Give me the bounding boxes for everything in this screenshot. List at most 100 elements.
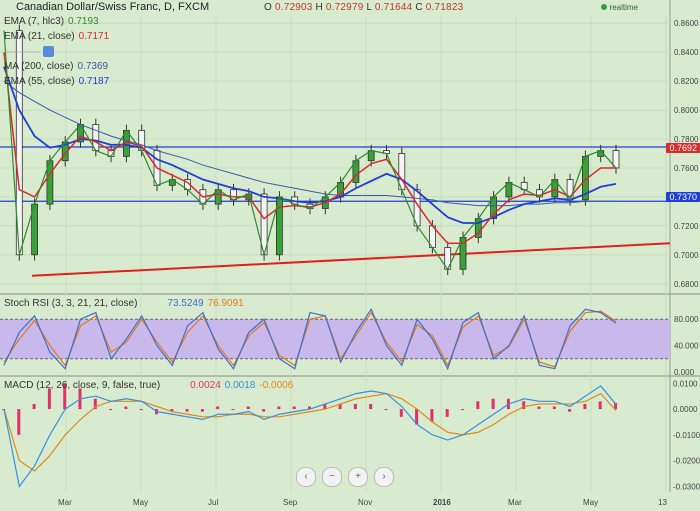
macd-line [3, 385, 617, 488]
x-tick-label: 2016 [433, 498, 451, 507]
macd-label: MACD (12, 26, close, 9, false, true) [4, 380, 161, 391]
x-tick-label: Sep [283, 498, 298, 507]
macd-hist-bar [292, 406, 296, 410]
macd-hist-bar [552, 406, 556, 410]
zoom-out-button[interactable]: − [322, 467, 342, 487]
y-tick-label: 0.8200 [674, 77, 699, 86]
macd-hist-bar [399, 409, 403, 417]
realtime-badge: realtime [600, 3, 638, 12]
last-price-tag: 0.7692 [666, 143, 700, 153]
visibility-toggle-icon[interactable] [43, 46, 55, 57]
macd-hist-bar [308, 406, 311, 410]
legend-ma200-name: MA (200, close) [4, 61, 74, 72]
macd-hist-bar [246, 406, 250, 410]
x-tick-label: 13 [658, 498, 667, 507]
trend-line [31, 242, 671, 277]
open-value: 0.72903 [274, 2, 313, 13]
low-label: L [366, 2, 372, 13]
macd-hist-bar [583, 403, 587, 410]
macd-tick-label: -0.0300 [673, 482, 700, 491]
x-tick-label: May [583, 498, 598, 507]
stoch-rsi-pane[interactable] [0, 308, 670, 371]
stoch-tick-label: 40.000 [674, 342, 699, 351]
legend-hidden-indicator[interactable]: ───── [4, 46, 55, 58]
chart-header: Canadian Dollar/Swiss Franc, D, FXCM O 0… [0, 0, 700, 16]
symbol-title[interactable]: Canadian Dollar/Swiss Franc, D, FXCM [16, 1, 210, 13]
x-tick-label: Nov [358, 498, 372, 507]
y-tick-label: 0.7200 [674, 222, 699, 231]
macd-hist-bar [93, 398, 97, 410]
legend-ma200[interactable]: MA (200, close) 0.7369 [4, 61, 108, 72]
macd-legend[interactable]: MACD (12, 26, close, 9, false, true) 0.00… [4, 380, 293, 391]
stoch-d-value: 76.9091 [207, 298, 244, 309]
macd-hist-bar [522, 401, 526, 410]
macd-hist-bar [353, 403, 357, 410]
macd-hist-bar [124, 406, 128, 410]
macd-hist-bar [185, 409, 189, 412]
realtime-dot-icon [600, 4, 607, 10]
macd-hist-bar [17, 409, 21, 435]
legend-ema7-name: EMA (7, hlc3) [4, 16, 65, 27]
stoch-tick-label: 80.000 [674, 315, 699, 324]
macd-hist-bar [430, 409, 434, 422]
macd-hist-bar [476, 401, 480, 410]
macd-hist-bar [216, 406, 220, 410]
y-tick-label: 0.7000 [674, 251, 699, 260]
macd-hist-bar [338, 403, 342, 410]
macd-hist-bar [32, 403, 36, 410]
ma200-price-tag: 0.7370 [666, 192, 700, 202]
scroll-right-button[interactable]: › [374, 467, 394, 487]
macd-hist-bar [109, 409, 113, 411]
macd-tick-label: 0.0000 [673, 405, 698, 414]
ema21-line [3, 52, 616, 244]
x-tick-label: Jul [208, 498, 218, 507]
macd-hist-bar [445, 409, 449, 417]
legend-ema7[interactable]: EMA (7, hlc3) 0.7193 [4, 16, 99, 27]
macd-hist-bar [262, 409, 266, 412]
macd-hist-bar [415, 409, 419, 425]
legend-ema55-name: EMA (55, close) [4, 76, 75, 87]
legend-ema55-value: 0.7187 [78, 76, 110, 87]
high-value: 0.72979 [325, 2, 364, 13]
zoom-in-button[interactable]: + [348, 467, 368, 487]
high-label: H [315, 2, 323, 13]
low-value: 0.71644 [374, 2, 413, 13]
macd-tick-label: -0.0100 [673, 431, 700, 440]
macd-hist-bar [461, 409, 464, 411]
macd-pane[interactable] [2, 383, 617, 488]
macd-hist-bar [200, 409, 204, 412]
macd-hist-bar [384, 409, 388, 411]
y-tick-label: 0.7800 [674, 135, 699, 144]
macd-hist-bar [47, 388, 51, 410]
legend-ema21-name: EMA (21, close) [4, 31, 75, 42]
open-label: O [264, 2, 272, 13]
legend-ema21[interactable]: EMA (21, close) 0.7171 [4, 31, 109, 42]
macd-signal-line [3, 392, 617, 472]
macd-hist-bar [491, 398, 495, 410]
ohlc-readout: O 0.72903 H 0.72979 L 0.71644 C 0.71823 [264, 2, 463, 13]
macd-hist-bar [63, 383, 67, 410]
stoch-legend[interactable]: Stoch RSI (3, 3, 21, 21, close) 73.5249 76… [4, 298, 244, 309]
legend-ema55[interactable]: EMA (55, close) 0.7187 [4, 76, 109, 87]
price-pane[interactable] [0, 24, 671, 277]
x-tick-label: May [133, 498, 148, 507]
scroll-left-button[interactable]: ‹ [296, 467, 316, 487]
x-tick-label: Mar [508, 498, 522, 507]
x-tick-label: Mar [58, 498, 72, 507]
chart-nav-controls: ‹ − + › [296, 467, 394, 487]
legend-ma200-value: 0.7369 [77, 61, 109, 72]
ma200-line [3, 80, 616, 207]
ema55-line [3, 66, 617, 224]
macd-line-value: 0.0018 [224, 380, 256, 391]
stoch-k-value: 73.5249 [167, 298, 204, 309]
macd-tick-label: -0.0200 [673, 457, 700, 466]
y-tick-label: 0.6800 [674, 280, 699, 289]
macd-hist-bar [598, 401, 602, 410]
stoch-label: Stoch RSI (3, 3, 21, 21, close) [4, 298, 138, 309]
macd-hist-bar [568, 409, 572, 412]
macd-tick-label: 0.0100 [673, 379, 698, 388]
macd-hist-bar [231, 409, 235, 411]
legend-ema21-value: 0.7171 [78, 31, 110, 42]
